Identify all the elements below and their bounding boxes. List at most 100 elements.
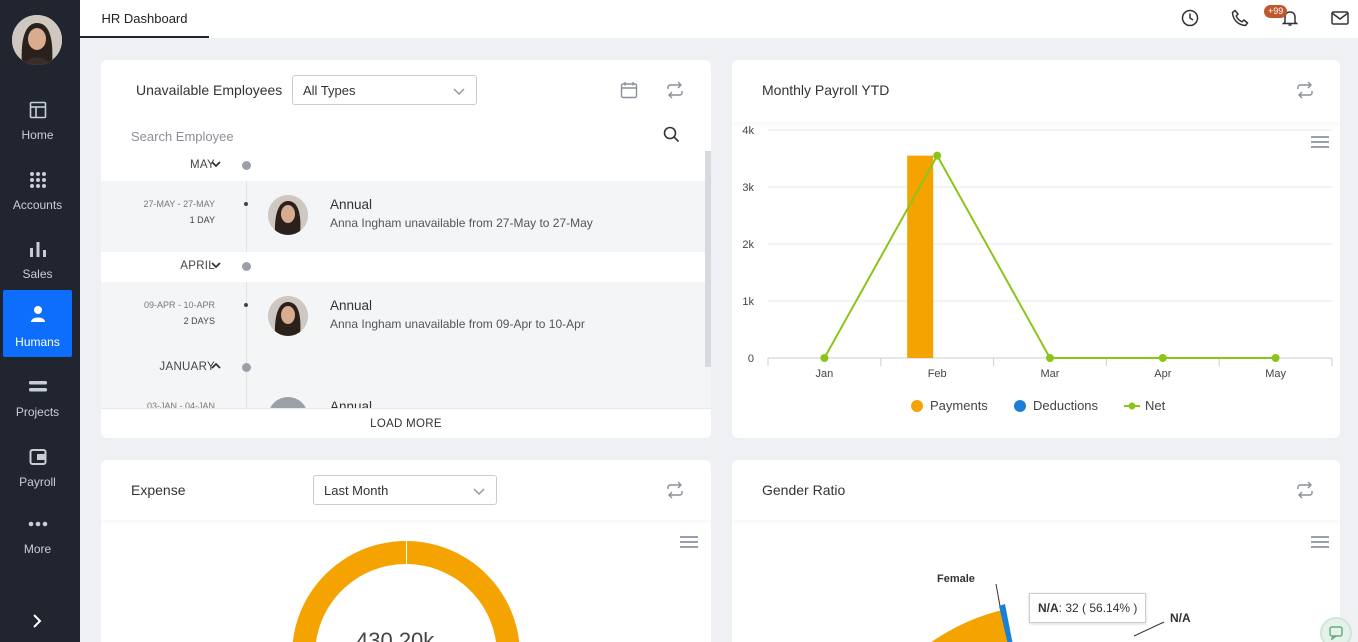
chevron-down-icon	[211, 161, 221, 168]
x-tick-label: Feb	[928, 368, 947, 380]
entry-description: Anna Ingham unavailable from 09-Apr to 1…	[330, 317, 585, 331]
month-header-january[interactable]: JANUARY	[101, 353, 705, 383]
refresh-icon[interactable]	[664, 479, 686, 501]
refresh-icon[interactable]	[664, 79, 686, 101]
series-line-net	[823, 153, 1276, 359]
avatar	[268, 397, 308, 409]
sidebar-item-payroll[interactable]: Payroll	[3, 435, 72, 502]
month-header-april[interactable]: APRIL	[101, 252, 705, 282]
sidebar-item-humans[interactable]: Humans	[3, 290, 72, 357]
sidebar-item-accounts[interactable]: Accounts	[3, 158, 72, 225]
scrollbar[interactable]	[705, 151, 711, 367]
refresh-icon[interactable]	[1294, 79, 1316, 101]
entry-days: 1 DAY	[189, 215, 215, 225]
clock-icon[interactable]	[1178, 6, 1202, 30]
sidebar-item-more[interactable]: More	[3, 502, 72, 569]
type-filter-select[interactable]: All Types	[292, 75, 477, 105]
select-value: Last Month	[324, 482, 389, 498]
legend-item-net[interactable]: Net	[1124, 398, 1165, 413]
entry-range: 03-JAN - 04-JAN	[146, 401, 215, 409]
notification-badge: +99	[1264, 5, 1288, 18]
avatar	[268, 195, 308, 235]
select-value: All Types	[303, 82, 356, 98]
donut-segment	[292, 541, 406, 642]
user-icon	[3, 302, 72, 326]
data-point	[1046, 354, 1054, 362]
label-connector	[1133, 621, 1165, 637]
sidebar-item-projects[interactable]: Projects	[3, 365, 72, 432]
legend-item-payments[interactable]: Payments	[911, 398, 988, 413]
month-header-may[interactable]: MAY	[101, 151, 705, 181]
home-icon	[3, 98, 72, 122]
x-tick-label: Jan	[816, 368, 834, 380]
donut-segment	[407, 541, 520, 642]
list-item[interactable]: 03-JAN - 04-JAN Annual	[101, 383, 705, 409]
x-tick-label: Mar	[1041, 368, 1060, 380]
tab-hr-dashboard[interactable]: HR Dashboard	[80, 0, 209, 38]
expense-card: Expense Last Month 430.20k	[101, 460, 711, 642]
search-employee-input[interactable]: Search Employee	[101, 122, 711, 150]
timeline-list: MAY 27-MAY - 27-MAY 1 DAY Annual Anna In…	[101, 151, 711, 409]
data-point	[933, 151, 942, 160]
sidebar-item-label: Sales	[22, 267, 53, 281]
calendar-icon[interactable]	[618, 79, 640, 101]
timeline-dot	[242, 161, 251, 170]
sidebar-item-sales[interactable]: Sales	[3, 227, 72, 294]
tooltip-key: N/A	[1038, 601, 1059, 615]
gender-ratio-card: Gender Ratio Female N/A N/A: 32 ( 56.14%…	[732, 460, 1340, 642]
entry-type: Annual	[330, 197, 373, 212]
chart-tooltip: N/A: 32 ( 56.14% )	[1029, 593, 1147, 623]
search-placeholder: Search Employee	[131, 128, 234, 144]
list-item[interactable]: 09-APR - 10-APR 2 DAYS Annual Anna Ingha…	[101, 282, 705, 352]
expense-donut-chart	[292, 541, 520, 642]
sidebar-expand-button[interactable]	[26, 610, 48, 632]
sidebar-item-label: Home	[21, 128, 54, 142]
period-select[interactable]: Last Month	[313, 475, 497, 505]
month-label: APRIL	[180, 260, 215, 272]
sidebar-item-label: Humans	[15, 335, 60, 349]
y-tick-label: 0	[748, 353, 754, 365]
list-item[interactable]: 27-MAY - 27-MAY 1 DAY Annual Anna Ingham…	[101, 181, 705, 251]
legend-swatch	[1014, 399, 1026, 412]
avatar	[268, 296, 308, 336]
legend-item-deductions[interactable]: Deductions	[1014, 398, 1098, 413]
y-tick-label: 3k	[742, 182, 754, 194]
timeline-dot	[242, 262, 251, 271]
bar	[907, 155, 934, 358]
gender-pie-chart	[931, 583, 1165, 642]
tooltip-value: : 32 ( 56.14% )	[1058, 601, 1138, 615]
sidebar-item-label: Projects	[15, 405, 60, 419]
topbar: HR Dashboard +99	[80, 0, 1358, 38]
label-connector	[995, 583, 1001, 607]
user-avatar[interactable]	[12, 15, 62, 65]
mail-icon[interactable]	[1328, 6, 1352, 30]
card-title: Expense	[131, 482, 186, 498]
data-point	[820, 354, 829, 362]
x-tick-label: Apr	[1154, 368, 1171, 380]
sidebar-item-label: Payroll	[19, 475, 56, 489]
refresh-icon[interactable]	[1294, 479, 1316, 501]
phone-icon[interactable]	[1228, 6, 1252, 30]
data-point	[1158, 354, 1167, 362]
chart-menu-icon[interactable]	[680, 536, 698, 550]
chart-menu-icon[interactable]	[1311, 536, 1329, 550]
sidebar: Home Accounts Sales Humans Projects Payr…	[0, 0, 80, 642]
load-more-button[interactable]: LOAD MORE	[101, 408, 711, 438]
wallet-icon	[3, 445, 72, 469]
entry-type: Annual	[330, 298, 373, 313]
entry-type: Annual	[330, 399, 373, 409]
pie-slice-blue	[999, 604, 1013, 642]
card-title: Gender Ratio	[762, 482, 846, 498]
timeline-dot	[244, 202, 248, 206]
dots-icon	[3, 512, 72, 536]
card-title: Monthly Payroll YTD	[762, 82, 890, 98]
chevron-up-icon	[211, 362, 221, 369]
search-icon[interactable]	[660, 123, 682, 145]
y-tick-label: 1k	[742, 296, 754, 308]
chevron-down-icon	[453, 88, 465, 96]
entry-range: 27-MAY - 27-MAY	[143, 199, 215, 209]
sidebar-item-home[interactable]: Home	[3, 88, 72, 155]
x-tick-label: May	[1265, 368, 1286, 380]
chart-menu-icon[interactable]	[1311, 136, 1329, 150]
chat-button[interactable]	[1320, 617, 1352, 642]
